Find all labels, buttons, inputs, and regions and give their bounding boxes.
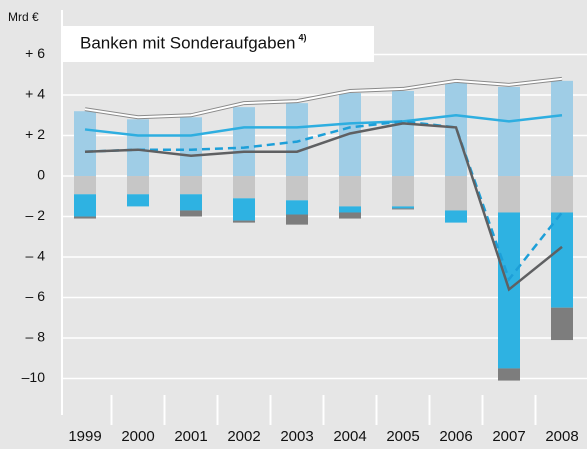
bar bbox=[233, 176, 255, 199]
bar bbox=[286, 200, 308, 215]
bar bbox=[392, 208, 414, 210]
bar bbox=[74, 216, 96, 219]
x-tick-label: 2006 bbox=[439, 428, 472, 445]
bar bbox=[339, 176, 361, 207]
x-tick-label: 2000 bbox=[121, 428, 154, 445]
bar bbox=[233, 198, 255, 221]
bar bbox=[74, 194, 96, 217]
x-tick-label: 1999 bbox=[68, 428, 101, 445]
bar bbox=[498, 368, 520, 381]
bar bbox=[445, 210, 467, 223]
y-tick-label: –10 bbox=[22, 369, 46, 385]
bar bbox=[339, 206, 361, 213]
bar bbox=[498, 86, 520, 177]
bar bbox=[551, 80, 573, 177]
y-tick-label: – 6 bbox=[26, 288, 46, 304]
bar bbox=[127, 176, 149, 195]
bar bbox=[339, 212, 361, 219]
line bbox=[84, 122, 563, 292]
bar bbox=[498, 176, 520, 213]
y-tick-label: + 4 bbox=[25, 86, 45, 102]
bar bbox=[392, 176, 414, 207]
x-tick-label: 2007 bbox=[492, 428, 525, 445]
bar bbox=[551, 176, 573, 213]
line bbox=[84, 120, 563, 282]
bar bbox=[180, 194, 202, 211]
x-tick-label: 2005 bbox=[386, 428, 419, 445]
bar bbox=[551, 212, 573, 308]
line bbox=[84, 114, 563, 137]
bar bbox=[286, 214, 308, 225]
bar bbox=[74, 111, 96, 177]
bar bbox=[392, 206, 414, 209]
bar bbox=[180, 176, 202, 195]
bar bbox=[551, 307, 573, 341]
title-note: 4) bbox=[299, 32, 307, 42]
chart-title: Banken mit Sonderaufgaben bbox=[80, 33, 296, 52]
bar bbox=[233, 107, 255, 177]
bar bbox=[127, 194, 149, 207]
bar bbox=[286, 176, 308, 201]
y-tick-label: + 6 bbox=[25, 45, 45, 61]
bar bbox=[286, 103, 308, 177]
y-axis-label: Mrd € bbox=[8, 10, 39, 24]
bar bbox=[74, 176, 96, 195]
bar bbox=[127, 119, 149, 177]
x-tick-label: 2001 bbox=[174, 428, 207, 445]
x-tick-label: 2003 bbox=[280, 428, 313, 445]
bar bbox=[180, 210, 202, 217]
x-tick-label: 2002 bbox=[227, 428, 260, 445]
x-tick-label: 2004 bbox=[333, 428, 366, 445]
bar bbox=[392, 90, 414, 177]
y-tick-label: + 2 bbox=[25, 126, 45, 142]
bar bbox=[445, 176, 467, 211]
x-tick-label: 2008 bbox=[545, 428, 578, 445]
y-tick-label: – 2 bbox=[26, 207, 46, 223]
line bbox=[84, 77, 563, 119]
bar bbox=[180, 117, 202, 177]
title-box bbox=[62, 26, 374, 62]
bar bbox=[233, 220, 255, 223]
y-tick-label: 0 bbox=[37, 167, 45, 183]
y-tick-label: – 4 bbox=[26, 248, 46, 264]
y-tick-label: – 8 bbox=[26, 329, 46, 345]
